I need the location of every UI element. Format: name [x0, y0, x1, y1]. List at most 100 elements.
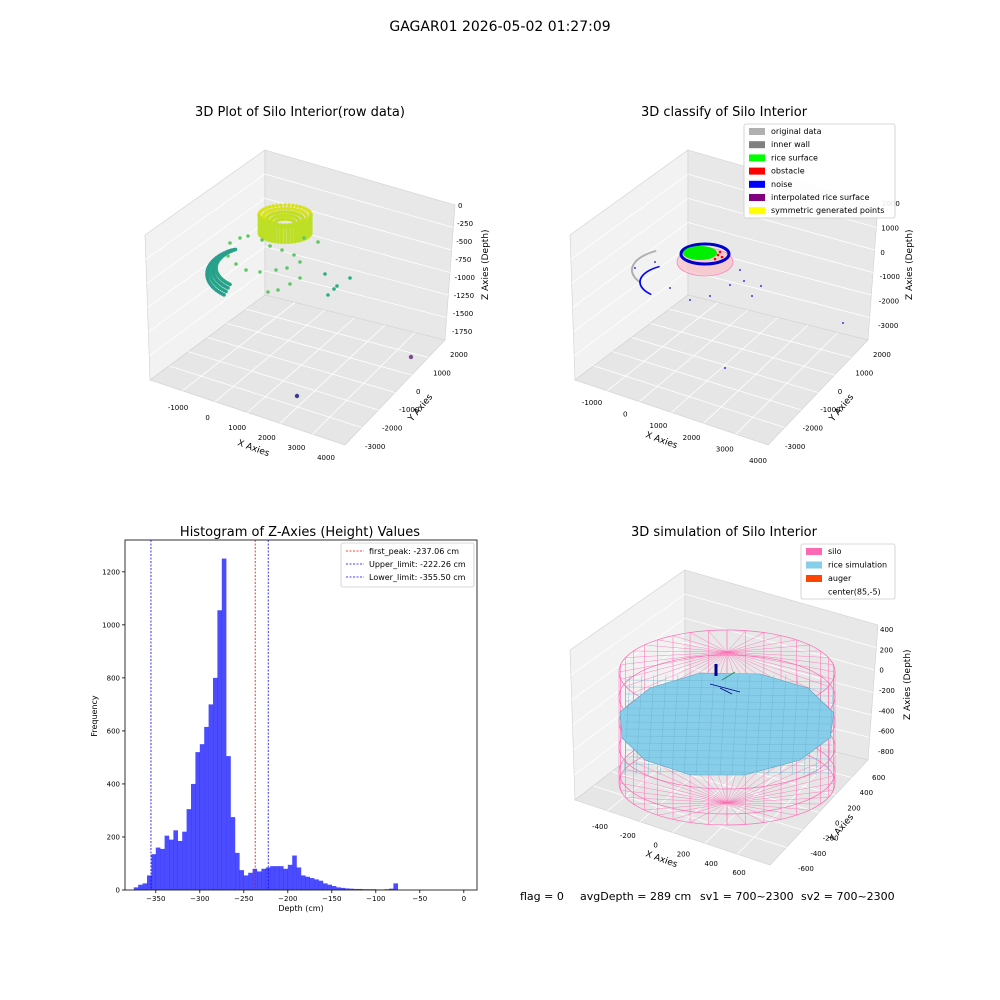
legend-swatch	[806, 575, 822, 582]
x-tick-label: −100	[366, 895, 385, 903]
z-tick-label: -1000	[455, 274, 475, 282]
y-tick-label: 200	[847, 804, 860, 812]
z-tick-label: -3000	[878, 322, 898, 330]
x-tick-label: 400	[705, 860, 718, 868]
histogram-bar	[327, 884, 332, 890]
histogram-legend: first_peak: -237.06 cm Upper_limit: -222.…	[340, 542, 475, 588]
y-tick-label: 2000	[873, 351, 891, 359]
histogram-bar	[345, 888, 350, 890]
histogram-bar	[384, 889, 390, 890]
histogram-bar	[283, 868, 288, 890]
y-tick-label: -2000	[803, 425, 823, 433]
legend-swatch	[749, 167, 765, 175]
z-tick-label: -500	[456, 238, 472, 246]
histogram-bar	[323, 883, 328, 890]
z-tick-label: -2000	[879, 298, 899, 306]
panel4-legend: silo rice simulation auger center(85,-5)	[800, 543, 896, 600]
legend-label: Lower_limit: -355.50 cm	[369, 573, 466, 582]
x-tick-label: 1000	[228, 424, 246, 432]
panel2-y-ticks: 2000 1000 0 -1000 -2000 -3000	[785, 351, 891, 451]
legend-label: rice simulation	[828, 561, 887, 570]
panel1-point-cloud	[205, 203, 414, 399]
histogram-bar	[239, 870, 244, 890]
panel4-auger	[709, 664, 741, 695]
histogram-bar	[199, 744, 205, 890]
histogram-bar	[155, 847, 161, 890]
histogram-title: Histogram of Z-Axies (Height) Values	[180, 525, 420, 540]
panel-3d-raw: 3D Plot of Silo Interior(row data) X Axi…	[144, 105, 491, 462]
status-line: flag = 0 avgDepth = 289 cm sv1 = 700~230…	[520, 890, 895, 903]
legend-swatch	[749, 154, 765, 162]
x-tick-label: -400	[592, 823, 608, 831]
x-tick-label: -1000	[582, 399, 602, 407]
y-tick-label: 1000	[102, 621, 120, 629]
histogram-bar	[318, 880, 324, 890]
histogram-bar	[142, 883, 148, 890]
y-tick-label: 0	[416, 388, 420, 396]
y-tick-label: 200	[107, 833, 120, 841]
histogram-bar	[173, 830, 178, 890]
x-tick-label: -200	[620, 832, 636, 840]
status-sv1: sv1 = 700~2300	[700, 890, 794, 903]
histogram-xlabel: Depth (cm)	[278, 904, 323, 913]
panel1-title: 3D Plot of Silo Interior(row data)	[195, 105, 405, 120]
panel2-classified-points	[631, 242, 844, 369]
histogram-bar	[371, 889, 376, 890]
z-tick-label: -1000	[880, 273, 900, 281]
histogram-bar	[252, 868, 258, 890]
z-tick-label: -600	[878, 728, 894, 736]
histogram-bar	[270, 866, 275, 890]
histogram-bar	[138, 884, 143, 890]
legend-label: original data	[771, 127, 822, 136]
histogram-bar	[191, 783, 196, 890]
y-tick-label: 1200	[102, 568, 120, 576]
legend-label: inner wall	[771, 140, 810, 149]
x-tick-label: 3000	[287, 444, 305, 452]
z-tick-label: 200	[880, 646, 893, 654]
z-tick-label: -200	[879, 687, 895, 695]
panel4-rice-surface	[619, 672, 835, 776]
y-tick-label: 0	[835, 820, 839, 828]
histogram-bar	[265, 867, 271, 890]
z-tick-label: 0	[880, 249, 884, 257]
z-tick-label: 400	[880, 626, 893, 634]
legend-label: noise	[771, 180, 792, 189]
histogram-reference-lines	[150, 540, 269, 890]
y-tick-label: 800	[107, 674, 120, 682]
histogram-ylabel: Frequency	[90, 695, 99, 737]
x-tick-label: 4000	[749, 457, 767, 465]
histogram-bar	[182, 831, 187, 890]
y-tick-label: 600	[872, 774, 885, 782]
x-tick-label: 4000	[317, 454, 335, 462]
x-tick-label: -1000	[168, 404, 188, 412]
histogram-bar	[358, 888, 363, 890]
legend-swatch	[749, 141, 765, 149]
panel1-y-ticks: 2000 1000 0 -1000 -2000 -3000	[365, 351, 468, 451]
histogram-bar	[393, 883, 398, 890]
histogram-bar	[261, 868, 266, 890]
y-tick-label: 400	[860, 789, 873, 797]
legend-swatch	[749, 207, 765, 215]
histogram-bar	[296, 867, 302, 890]
y-tick-label: 400	[107, 780, 120, 788]
legend-label: center(85,-5)	[828, 588, 881, 597]
histogram-bar	[160, 848, 165, 890]
histogram-bar	[367, 889, 372, 890]
histogram-bar	[349, 888, 354, 890]
y-tick-label: -3000	[785, 443, 805, 451]
x-tick-label: −200	[278, 895, 297, 903]
legend-label: interpolated rice surface	[771, 193, 869, 202]
panel-histogram: Histogram of Z-Axies (Height) Values −35…	[90, 525, 478, 913]
status-flag: flag = 0	[520, 890, 564, 903]
z-tick-label: 1000	[881, 224, 899, 232]
legend-swatch	[806, 588, 822, 596]
histogram-bar	[309, 878, 315, 890]
histogram-bar	[177, 840, 183, 890]
y-tick-label: -1000	[820, 406, 840, 414]
histogram-bar	[226, 756, 231, 890]
histogram-bar	[257, 871, 262, 890]
y-tick-label: 600	[107, 727, 120, 735]
histogram-bar	[336, 887, 341, 890]
x-tick-label: 0	[205, 414, 209, 422]
panel2-x-ticks: -1000 0 1000 2000 3000 4000	[582, 399, 767, 465]
